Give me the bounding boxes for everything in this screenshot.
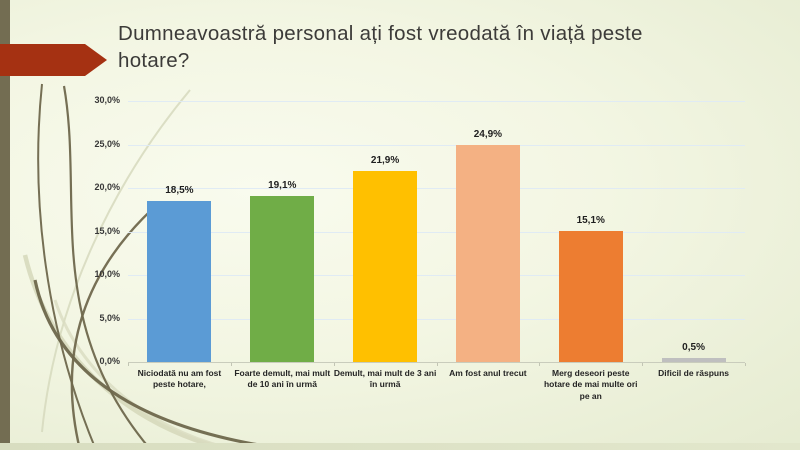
y-axis-tick-label: 0,0% [99,356,120,366]
bar-value-label: 19,1% [268,180,297,191]
x-axis-tick [539,363,541,366]
bottom-accent-strip [0,443,800,450]
bar-category-label: Dificil de răspuns [658,368,729,378]
bar-category-label: Foarte demult, mai mult de 10 ani în urm… [234,368,331,390]
gridline [128,101,745,102]
x-axis-tick [642,363,644,366]
bar-value-label: 18,5% [165,185,194,196]
title-arrow-icon [0,44,107,76]
x-axis-tick [128,363,129,366]
bar-value-label: 21,9% [370,155,400,166]
bar [558,231,623,362]
x-axis-tick [436,363,438,366]
x-axis-tick [745,363,746,366]
sidebar-accent-band [0,0,10,443]
bar [147,201,212,362]
gridline [128,275,745,276]
x-axis-tick [333,363,335,366]
slide-title: Dumneavoastră personal ați fost vreodată… [118,22,643,73]
bar-category-label: Merg deseori peste hotare de mai multe o… [543,368,638,401]
gridline [128,144,745,146]
gridline [128,231,745,233]
x-axis-line [128,362,745,363]
y-axis-tick-label: 10,0% [94,269,120,279]
bar-category-label: Niciodată nu am fost peste hotare, [137,368,222,390]
bar-value-label: 15,1% [576,215,605,226]
bar-chart: 0,0% 5,0% 10,0% 15,0% 20,0% 25,0% 30,0% 18,5% Ni… [94,95,746,401]
bar-category-label: Demult, mai mult de 3 ani în urmă [333,368,437,390]
y-axis-tick-label: 20,0% [94,182,120,192]
bar [250,196,315,362]
bar-value-label: 24,9% [473,129,503,140]
y-axis-tick-label: 25,0% [94,138,120,149]
bar-category-label: Am fost anul trecut [449,368,527,378]
gridline [128,318,745,320]
y-axis-tick-label: 15,0% [94,225,120,236]
y-axis-tick-label: 30,0% [94,95,120,105]
x-axis-tick [230,363,232,366]
y-axis-tick-label: 5,0% [99,312,120,323]
bar-value-label: 0,5% [682,342,705,353]
bar [455,145,520,362]
bar [661,358,726,362]
bar [353,171,418,362]
gridline [128,188,745,189]
